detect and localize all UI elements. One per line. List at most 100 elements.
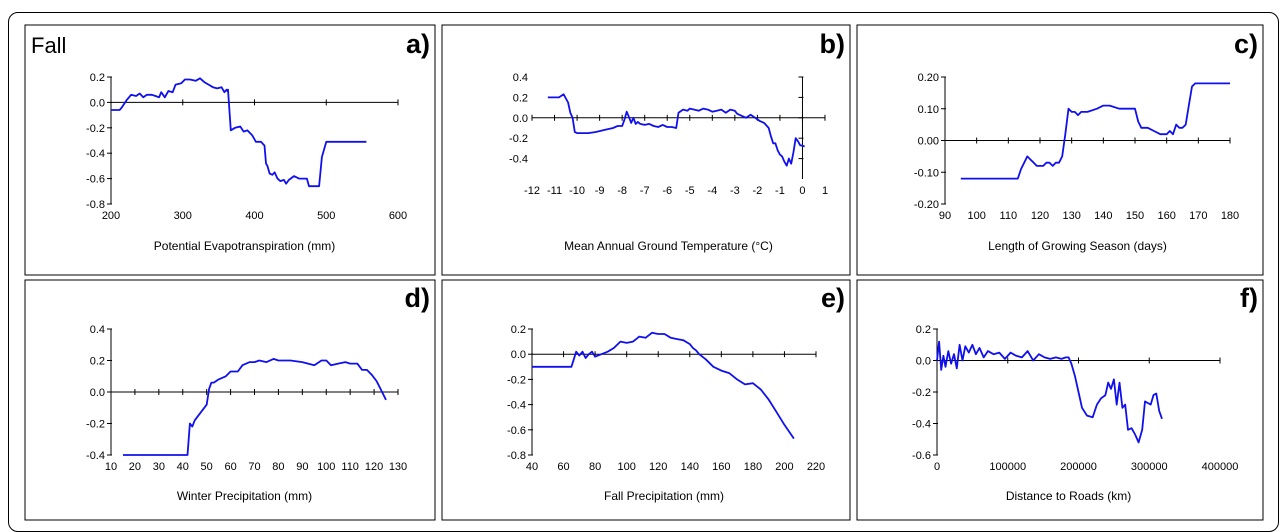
x-tick-label-d-3: 40 bbox=[177, 461, 189, 473]
panel-c: 90 100 110 120 130 140 150 160 170 180 -0.20 -0.10 0… bbox=[856, 24, 1264, 276]
panel-letter-d: d) bbox=[405, 283, 430, 313]
x-tick-label-d-8: 90 bbox=[296, 461, 308, 473]
figure: Fall 200 300 400 500 600 -0.8 -0.6 -0.4 -0.2 0.0 0… bbox=[8, 12, 1279, 532]
x-axis-label-e: Fall Precipitation (mm) bbox=[604, 489, 724, 503]
x-tick-label-b-12: 0 bbox=[799, 185, 805, 197]
x-tick-label-c-5: 140 bbox=[1094, 210, 1112, 222]
x-tick-label-b-11: -1 bbox=[775, 185, 785, 197]
panel-frame-f bbox=[856, 279, 1264, 521]
series-line-a bbox=[111, 77, 367, 188]
y-tick-label-f-1: -0.4 bbox=[912, 419, 931, 431]
y-tick-label-a-2: -0.4 bbox=[86, 148, 105, 160]
figure-svg: Fall 200 300 400 500 600-0.8-0.6-0.4-0.20.00… bbox=[24, 24, 1264, 521]
x-tick-label-c-6: 150 bbox=[1126, 210, 1144, 222]
x-tick-label-c-3: 120 bbox=[1031, 210, 1049, 222]
y-tick-label-c-0: -0.20 bbox=[914, 199, 939, 211]
x-axis-label-f: Distance to Roads (km) bbox=[1006, 489, 1131, 503]
panel-frame-c bbox=[856, 24, 1264, 276]
x-tick-label-d-11: 120 bbox=[365, 461, 383, 473]
x-tick-label-f-3: 300000 bbox=[1131, 461, 1168, 473]
x-tick-label-d-6: 70 bbox=[248, 461, 260, 473]
x-tick-label-b-8: -4 bbox=[707, 185, 717, 197]
series-line-e bbox=[532, 331, 795, 440]
y-tick-label-d-4: 0.4 bbox=[90, 324, 105, 336]
y-tick-label-d-3: 0.2 bbox=[90, 356, 105, 368]
x-tick-label-e-9: 220 bbox=[807, 461, 825, 473]
x-tick-label-b-7: -5 bbox=[685, 185, 695, 197]
x-tick-label-a-1: 300 bbox=[174, 210, 192, 222]
x-tick-label-d-12: 130 bbox=[389, 461, 407, 473]
x-tick-label-b-5: -7 bbox=[640, 185, 650, 197]
y-tick-label-e-2: -0.4 bbox=[507, 400, 526, 412]
x-tick-label-c-4: 130 bbox=[1062, 210, 1080, 222]
season-label: Fall bbox=[31, 33, 66, 58]
panel-letter-e: e) bbox=[821, 283, 845, 313]
y-tick-label-a-1: -0.6 bbox=[86, 174, 105, 186]
x-tick-label-f-4: 400000 bbox=[1202, 461, 1239, 473]
y-tick-label-f-0: -0.6 bbox=[912, 450, 931, 462]
x-tick-label-f-1: 100000 bbox=[989, 461, 1026, 473]
x-tick-label-b-2: -10 bbox=[569, 185, 585, 197]
x-tick-label-a-3: 500 bbox=[317, 210, 335, 222]
x-tick-label-e-5: 140 bbox=[681, 461, 699, 473]
panel-frame-e bbox=[441, 279, 851, 521]
y-tick-label-b-0: -0.4 bbox=[509, 154, 528, 166]
x-tick-label-d-9: 100 bbox=[317, 461, 335, 473]
x-tick-label-e-6: 160 bbox=[712, 461, 730, 473]
x-axis-label-d: Winter Precipitation (mm) bbox=[177, 489, 312, 503]
panel-letter-b: b) bbox=[820, 29, 845, 59]
x-tick-label-e-1: 60 bbox=[557, 461, 569, 473]
x-tick-label-b-13: 1 bbox=[822, 185, 828, 197]
x-tick-label-f-0: 0 bbox=[934, 461, 940, 473]
x-tick-label-c-8: 170 bbox=[1189, 210, 1207, 222]
y-tick-label-d-0: -0.4 bbox=[86, 450, 105, 462]
x-tick-label-c-0: 90 bbox=[939, 210, 951, 222]
x-tick-label-e-7: 180 bbox=[744, 461, 762, 473]
x-tick-label-f-2: 200000 bbox=[1060, 461, 1097, 473]
x-tick-label-d-2: 30 bbox=[153, 461, 165, 473]
x-axis-label-a: Potential Evapotranspiration (mm) bbox=[154, 239, 335, 253]
y-tick-label-c-1: -0.10 bbox=[914, 167, 939, 179]
y-tick-label-c-2: 0.00 bbox=[918, 136, 939, 148]
panel-letter-a: a) bbox=[406, 29, 430, 59]
panel-b: -12 -11 -10 -9 -8 -7 -6 -5 -4 -3 -2 -1 0 1-0.4-0.20.0… bbox=[441, 24, 851, 276]
series-line-f bbox=[936, 340, 1163, 444]
y-tick-label-a-0: -0.8 bbox=[86, 199, 105, 211]
x-tick-label-d-7: 80 bbox=[272, 461, 284, 473]
panel-frame-a bbox=[24, 24, 436, 276]
panel-letter-f: f) bbox=[1240, 283, 1258, 313]
y-tick-label-b-4: 0.4 bbox=[513, 72, 528, 84]
y-tick-label-e-4: 0.0 bbox=[511, 349, 526, 361]
y-tick-label-a-5: 0.2 bbox=[90, 72, 105, 84]
y-tick-label-f-3: 0.0 bbox=[916, 356, 931, 368]
x-tick-label-a-4: 600 bbox=[389, 210, 407, 222]
x-tick-label-a-0: 200 bbox=[102, 210, 120, 222]
x-tick-label-b-4: -8 bbox=[617, 185, 627, 197]
x-tick-label-b-1: -11 bbox=[547, 185, 562, 197]
y-tick-label-e-1: -0.6 bbox=[507, 425, 526, 437]
x-tick-label-b-6: -6 bbox=[662, 185, 672, 197]
y-tick-label-e-0: -0.8 bbox=[507, 450, 526, 462]
x-axis-label-b: Mean Annual Ground Temperature (°C) bbox=[564, 239, 773, 253]
panel-letter-c: c) bbox=[1234, 29, 1258, 59]
x-tick-label-e-4: 120 bbox=[649, 461, 667, 473]
series-line-b bbox=[547, 93, 805, 167]
x-tick-label-b-0: -12 bbox=[524, 185, 540, 197]
x-axis-label-c: Length of Growing Season (days) bbox=[988, 239, 1167, 253]
panel-f: 0 100000 200000 300000 400000 -0.6 -0.4 -0.2 0.0… bbox=[856, 279, 1264, 521]
y-tick-label-a-4: 0.0 bbox=[90, 97, 105, 109]
y-tick-label-f-4: 0.2 bbox=[916, 324, 931, 336]
y-tick-label-c-4: 0.20 bbox=[918, 72, 939, 84]
x-tick-label-c-9: 180 bbox=[1221, 210, 1239, 222]
panel-e: 40 60 80 100 120 140 160 180 200 220 -0.8 -0.6 -0.4 -… bbox=[441, 279, 851, 521]
y-tick-label-d-2: 0.0 bbox=[90, 387, 105, 399]
y-tick-label-f-2: -0.2 bbox=[912, 387, 931, 399]
x-tick-label-c-7: 160 bbox=[1157, 210, 1175, 222]
x-tick-label-e-0: 40 bbox=[526, 461, 538, 473]
x-tick-label-d-1: 20 bbox=[129, 461, 141, 473]
x-tick-label-b-3: -9 bbox=[595, 185, 605, 197]
panel-frame-b bbox=[441, 24, 851, 276]
y-tick-label-b-3: 0.2 bbox=[513, 92, 528, 104]
y-tick-label-c-3: 0.10 bbox=[918, 104, 939, 116]
x-tick-label-d-0: 10 bbox=[105, 461, 117, 473]
